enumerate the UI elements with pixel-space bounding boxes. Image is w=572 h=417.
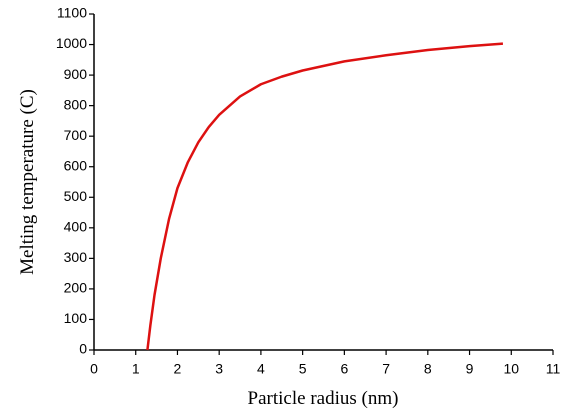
- x-tick-label: 10: [503, 361, 519, 377]
- x-tick-label: 8: [424, 361, 432, 377]
- y-tick-label: 900: [64, 66, 88, 82]
- x-tick-label: 0: [90, 361, 98, 377]
- line-series: [146, 42, 504, 351]
- y-tick-label: 1100: [57, 5, 87, 21]
- y-tick-label: 400: [64, 219, 88, 235]
- x-tick-label: 11: [546, 361, 561, 377]
- y-tick-label: 300: [64, 249, 88, 265]
- x-tick-label: 6: [340, 361, 348, 377]
- y-tick-label: 200: [64, 280, 88, 296]
- y-tick-label: 0: [79, 341, 87, 357]
- y-tick-label: 600: [64, 157, 88, 173]
- y-tick-label: 500: [64, 188, 88, 204]
- x-tick-label: 1: [132, 361, 140, 377]
- x-tick-label: 2: [174, 361, 182, 377]
- y-axis-title: Melting temperature (C): [17, 89, 38, 275]
- x-tick-label: 7: [382, 361, 390, 377]
- y-tick-label: 1000: [56, 35, 87, 51]
- y-tick-label: 800: [64, 96, 88, 112]
- x-tick-label: 9: [466, 361, 474, 377]
- x-axis-title: Particle radius (nm): [248, 388, 399, 409]
- x-tick-label: 4: [257, 361, 265, 377]
- x-tick-label: 5: [299, 361, 307, 377]
- y-tick-label: 700: [64, 127, 88, 143]
- y-tick-label: 100: [64, 310, 88, 326]
- x-tick-label: 3: [215, 361, 223, 377]
